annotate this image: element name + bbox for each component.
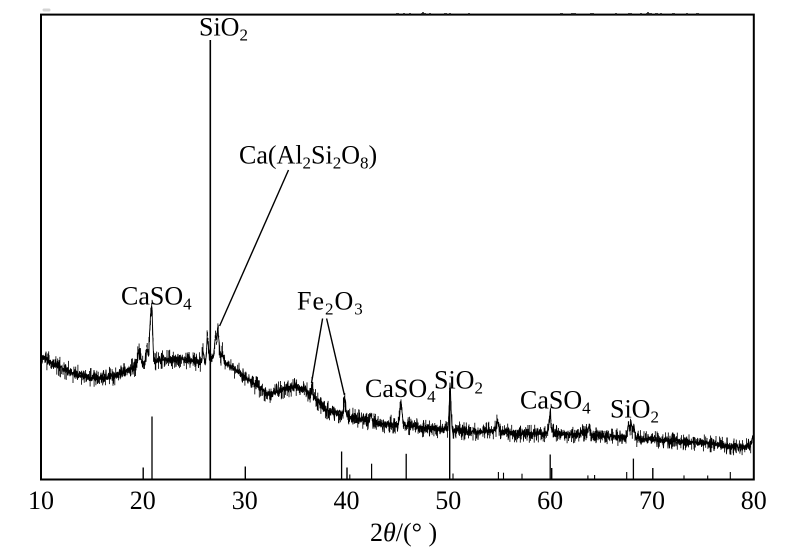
svg-text:50: 50: [435, 486, 461, 515]
svg-text:2θ/(° ): 2θ/(° ): [370, 518, 437, 547]
svg-text:80: 80: [741, 486, 767, 515]
svg-text:40: 40: [334, 486, 360, 515]
svg-text:CaSO4: CaSO4: [121, 282, 192, 314]
svg-text:CaSO4: CaSO4: [365, 374, 436, 406]
svg-text:20: 20: [130, 486, 156, 515]
svg-text:10: 10: [28, 486, 54, 515]
svg-text:60: 60: [537, 486, 563, 515]
svg-text:70: 70: [639, 486, 665, 515]
svg-text:30: 30: [232, 486, 258, 515]
svg-text:CaSO4: CaSO4: [520, 386, 591, 418]
